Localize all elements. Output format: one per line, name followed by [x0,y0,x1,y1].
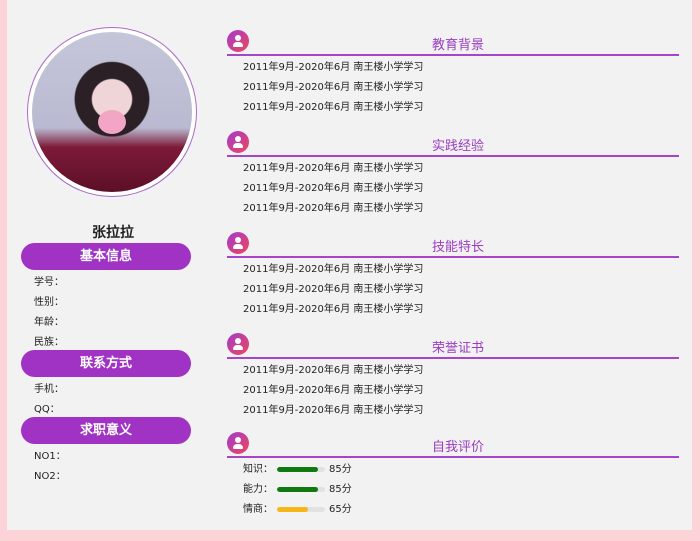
skill-label: 情商： [243,504,273,515]
profile-photo [27,27,197,197]
section-0: 教育背景 2011年9月-2020年6月 南王楼小学学习 2011年9月-2020年… [227,22,679,122]
section-title: 实践经验 [431,139,484,154]
basic-header: 基本信息 [21,243,191,270]
skill-label: 能力： [243,484,273,495]
user-icon [227,232,249,254]
basic-field-label: 年龄： [34,317,64,328]
user-icon [227,432,249,454]
intent-field-label: NO1： [34,451,66,462]
basic-field-label: 民族： [34,337,64,348]
contact-header: 联系方式 [21,350,191,377]
section-title: 荣誉证书 [431,341,484,356]
intent-header: 求职意义 [21,417,191,444]
section-row: 2011年9月-2020年6月 南王楼小学学习 [243,405,424,416]
flower [98,110,126,134]
skill-progress-bar [277,486,325,492]
section-row: 2011年9月-2020年6月 南王楼小学学习 [243,385,424,396]
skill-score: 65分 [329,504,352,515]
contact-field-label: 手机： [34,384,64,395]
section-divider [227,357,679,359]
section-row: 2011年9月-2020年6月 南王楼小学学习 [243,163,424,174]
section-1: 实践经验 2011年9月-2020年6月 南王楼小学学习 2011年9月-2020年… [227,123,679,223]
skill-label: 知识： [243,464,273,475]
section-row: 2011年9月-2020年6月 南王楼小学学习 [243,284,424,295]
section-title: 教育背景 [431,38,484,53]
skill-progress-bar [277,466,325,472]
section-row: 2011年9月-2020年6月 南王楼小学学习 [243,82,424,93]
profile-name: 张拉拉 [92,225,134,241]
section-row: 2011年9月-2020年6月 南王楼小学学习 [243,203,424,214]
basic-field-label: 学号： [34,277,64,288]
section-evaluation: 自我评价 知识： 85分 能力： 85分 情商： 65分 [227,424,679,524]
skill-row: 知识： 85分 [243,460,352,475]
section-row: 2011年9月-2020年6月 南王楼小学学习 [243,304,424,315]
intent-field-label: NO2： [34,471,66,482]
section-row: 2011年9月-2020年6月 南王楼小学学习 [243,183,424,194]
skill-progress-fill [277,466,318,472]
section-divider [227,54,679,56]
section-title: 自我评价 [431,440,484,455]
skill-progress-fill [277,506,309,512]
section-3: 荣誉证书 2011年9月-2020年6月 南王楼小学学习 2011年9月-2020年… [227,325,679,425]
resume-page: 张拉拉 基本信息学号： 性别： 年龄： 民族： 联系方式手机： QQ： 求职意义 NO1： NO… [7,0,692,530]
user-icon [227,30,249,52]
section-divider [227,456,679,458]
skill-score: 85分 [329,484,352,495]
skill-progress-fill [277,486,318,492]
skill-row: 能力： 85分 [243,480,352,495]
contact-field-label: QQ： [34,404,60,415]
user-icon [227,333,249,355]
section-row: 2011年9月-2020年6月 南王楼小学学习 [243,365,424,376]
section-row: 2011年9月-2020年6月 南王楼小学学习 [243,264,424,275]
avatar [32,32,192,192]
basic-field-label: 性别： [34,297,64,308]
skill-row: 情商： 65分 [243,500,352,515]
section-divider [227,155,679,157]
skill-progress-bar [277,506,325,512]
section-title: 技能特长 [431,240,484,255]
user-icon [227,131,249,153]
section-2: 技能特长 2011年9月-2020年6月 南王楼小学学习 2011年9月-2020年… [227,224,679,324]
section-divider [227,256,679,258]
skill-score: 85分 [329,464,352,475]
section-row: 2011年9月-2020年6月 南王楼小学学习 [243,62,424,73]
section-row: 2011年9月-2020年6月 南王楼小学学习 [243,102,424,113]
